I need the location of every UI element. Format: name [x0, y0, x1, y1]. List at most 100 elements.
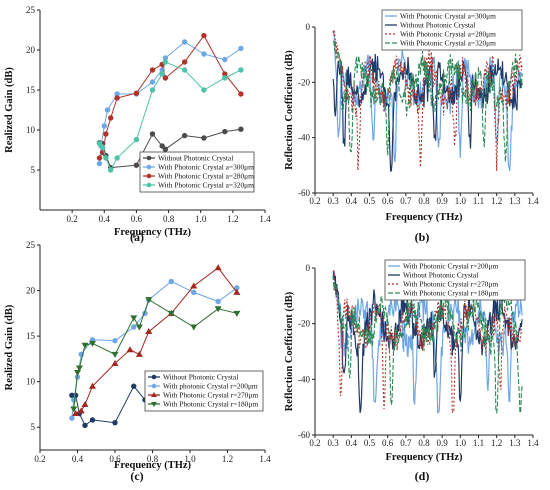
x-tick-label: 0.8 — [147, 454, 159, 464]
y-tick-label: 25 — [26, 240, 36, 250]
legend-label: With Photonic Crystal a=300μm — [400, 12, 496, 21]
data-point — [238, 67, 244, 73]
y-tick-label: -40 — [298, 133, 310, 143]
data-point — [181, 132, 188, 139]
x-tick-label: 0.6 — [382, 438, 394, 448]
y-tick-label: 15 — [26, 85, 36, 95]
data-point — [101, 123, 107, 129]
data-point — [233, 288, 241, 295]
data-point — [215, 298, 221, 305]
x-tick-label: 0.8 — [418, 438, 430, 448]
data-point — [162, 59, 169, 65]
y-tick-label: 10 — [26, 125, 36, 135]
data-point — [145, 297, 153, 304]
data-point — [130, 315, 138, 322]
legend-box — [381, 9, 523, 51]
legend-marker — [146, 164, 152, 170]
y-axis-title: Reflection Coefficient (dB) — [284, 291, 295, 411]
data-point — [222, 75, 228, 81]
y-tick-label: 5 — [31, 422, 36, 432]
data-point — [114, 95, 120, 101]
legend-box — [144, 370, 264, 412]
data-point — [181, 67, 188, 73]
data-point — [131, 324, 137, 330]
data-point — [133, 162, 140, 168]
legend-label: Without Photonic Crystal — [403, 271, 478, 280]
series-line — [332, 40, 523, 162]
y-tick-label: -40 — [298, 374, 310, 384]
x-tick-label: 0.4 — [72, 454, 84, 464]
data-point — [112, 337, 118, 344]
y-axis-title: Realized Gain (dB) — [4, 304, 15, 390]
data-point — [81, 342, 89, 349]
legend-marker — [146, 173, 152, 179]
x-tick-label: 0.5 — [364, 438, 376, 448]
x-tick-label: 0.7 — [400, 196, 412, 206]
data-point — [190, 324, 198, 331]
x-tick-label: 1.2 — [491, 438, 502, 448]
x-tick-label: 1.0 — [455, 438, 467, 448]
data-point — [133, 90, 140, 96]
x-tick-label: 0.9 — [437, 438, 449, 448]
chart-a: 0.2 0.4 0.6 0.8 1.0 1.2 1.4 5 10 15 20 25 Frequency … — [4, 5, 271, 244]
data-point — [103, 131, 109, 137]
data-point — [111, 359, 119, 366]
data-point — [201, 32, 207, 39]
data-point — [222, 71, 228, 77]
legend-label: With Photonic Crystal a=320μm — [158, 181, 254, 190]
data-point — [108, 115, 114, 121]
data-point — [149, 67, 156, 73]
legend-marker — [151, 392, 157, 397]
data-point — [77, 407, 85, 414]
data-point — [222, 128, 228, 135]
x-tick-label: 1.4 — [259, 454, 271, 464]
data-point — [201, 51, 207, 57]
data-point — [214, 306, 222, 313]
x-tick-label: 0.6 — [131, 214, 143, 224]
x-axis-title: Frequency (THz) — [385, 452, 463, 463]
series-line — [332, 31, 523, 171]
y-tick-label: 0 — [306, 263, 311, 273]
x-tick-label: 1.4 — [527, 196, 539, 206]
x-tick-label: 0.6 — [109, 454, 121, 464]
x-tick-label: 0.8 — [163, 214, 175, 224]
data-point — [114, 91, 120, 97]
data-point — [96, 160, 103, 167]
data-point — [69, 392, 75, 399]
x-tick-label: 0.4 — [99, 214, 111, 224]
data-point — [89, 340, 96, 347]
series-line — [332, 274, 523, 414]
x-tick-label: 0.2 — [309, 196, 320, 206]
y-tick-label: 25 — [26, 5, 36, 15]
data-point — [168, 278, 174, 285]
data-point — [104, 107, 111, 113]
x-axis-title: Frequency (THz) — [114, 460, 192, 471]
x-tick-label: 0.3 — [328, 196, 340, 206]
legend-label: With Photonic Crystal r=270μm — [403, 280, 498, 289]
data-point — [135, 324, 143, 331]
x-axis-title: Frequency (THz) — [385, 212, 463, 223]
legend-marker — [151, 383, 157, 389]
data-point — [96, 155, 103, 161]
data-point — [111, 351, 119, 358]
data-point — [238, 91, 244, 97]
x-tick-label: 0.6 — [382, 196, 394, 206]
data-point — [89, 417, 96, 423]
data-point — [131, 383, 137, 389]
data-point — [201, 135, 207, 141]
legend-marker — [151, 374, 157, 380]
data-point — [108, 167, 114, 173]
chart-c: 0.2 0.4 0.6 0.8 1.0 1.2 1.4 5 10 15 20 25 Frequency … — [4, 240, 271, 483]
data-point — [222, 56, 228, 63]
plot-area — [332, 29, 523, 172]
y-axis-title: Reflection Coefficient (dB) — [284, 50, 295, 170]
chart-d: 0.2 0.3 0.4 0.5 0.6 0.7 0.8 0.9 1.0 1.1 1.2 1.3 1.4 0… — [284, 259, 539, 483]
legend-label: With Photonic Crystal r=270μm — [163, 391, 258, 400]
data-point — [82, 422, 88, 429]
data-point — [214, 264, 222, 271]
legend-label: With Photonic Crystal r=180μm — [403, 289, 498, 298]
y-axis-title: Realized Gain (dB) — [4, 67, 15, 153]
x-tick-label: 1.4 — [259, 214, 271, 224]
